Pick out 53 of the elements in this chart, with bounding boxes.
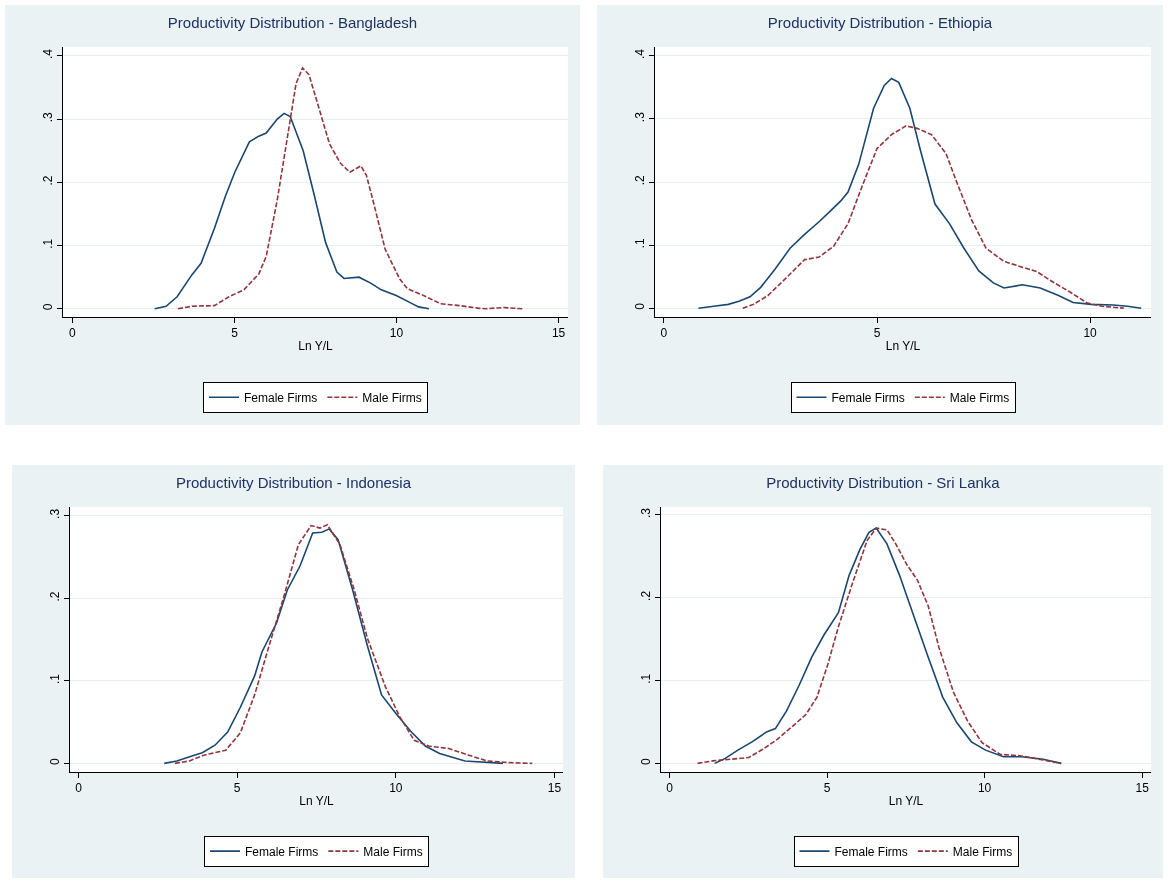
- legend-label: Female Firms: [834, 844, 908, 859]
- y-tick-label: .4: [41, 48, 56, 60]
- x-tick-label: 0: [69, 326, 77, 341]
- y-tick-label: .2: [48, 591, 63, 602]
- chart-title: Productivity Distribution - Indonesia: [175, 473, 412, 491]
- x-tick-label: 5: [823, 781, 831, 796]
- y-tick-label: .1: [41, 238, 56, 249]
- y-tick-label: .1: [639, 673, 654, 684]
- line-series: [697, 77, 1142, 309]
- chart-title: Productivity Distribution - Bangladesh: [167, 13, 418, 31]
- legend-label: Female Firms: [245, 844, 319, 859]
- legend-label: Female Firms: [244, 390, 318, 405]
- x-tick-label: 15: [1135, 781, 1150, 796]
- x-axis-title: Ln Y/L: [888, 794, 924, 809]
- y-tick-label: .3: [48, 508, 63, 519]
- legend-label: Male Firms: [363, 844, 423, 859]
- x-axis-title: Ln Y/L: [299, 794, 335, 809]
- y-tick-label: .3: [633, 111, 648, 123]
- line-series: [153, 112, 430, 310]
- legend-label: Male Firms: [949, 390, 1010, 405]
- y-tick-label: 0: [639, 757, 654, 765]
- legend-label: Male Firms: [362, 390, 422, 405]
- y-tick-label: .1: [633, 237, 648, 249]
- x-tick-label: 10: [389, 326, 404, 341]
- line-series: [177, 67, 524, 310]
- y-tick-label: .4: [633, 48, 648, 60]
- x-tick-label: 0: [75, 781, 83, 796]
- y-tick-label: 0: [48, 757, 63, 765]
- chart-title: Productivity Distribution - Ethiopia: [767, 13, 993, 31]
- x-tick-label: 0: [660, 326, 668, 341]
- y-tick-label: .2: [639, 590, 654, 601]
- x-axis-title: Ln Y/L: [885, 339, 921, 354]
- x-tick-label: 5: [231, 326, 239, 341]
- x-axis-title: Ln Y/L: [298, 339, 334, 354]
- legend-label: Male Firms: [952, 844, 1013, 859]
- y-tick-label: .3: [41, 111, 56, 123]
- y-tick-label: .2: [633, 174, 648, 186]
- y-tick-label: 0: [41, 303, 56, 311]
- y-tick-label: .3: [639, 507, 654, 519]
- x-tick-label: 5: [873, 326, 881, 341]
- x-tick-label: 10: [389, 781, 403, 796]
- x-tick-label: 5: [233, 781, 241, 796]
- x-tick-label: 15: [551, 326, 566, 341]
- y-tick-label: .1: [48, 673, 63, 685]
- y-tick-label: 0: [633, 302, 648, 310]
- x-tick-label: 10: [1083, 326, 1098, 341]
- line-series: [741, 125, 1125, 309]
- y-tick-label: .2: [41, 175, 56, 186]
- x-tick-label: 15: [547, 781, 562, 796]
- x-tick-label: 0: [666, 781, 674, 796]
- x-tick-label: 10: [977, 781, 992, 796]
- legend-label: Female Firms: [831, 390, 905, 405]
- chart-title: Productivity Distribution - Sri Lanka: [766, 473, 1001, 491]
